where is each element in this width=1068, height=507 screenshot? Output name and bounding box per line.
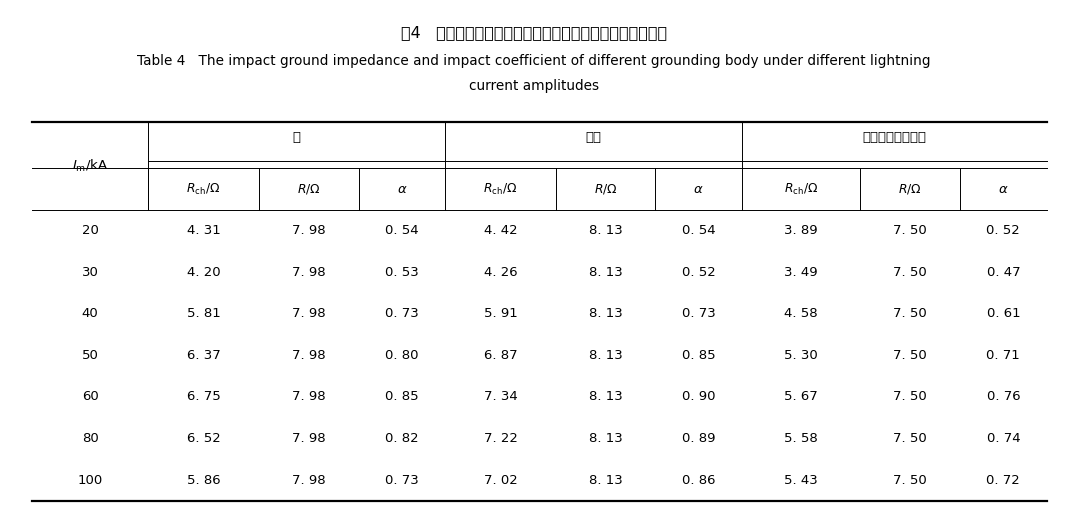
Text: 0. 61: 0. 61	[987, 307, 1020, 320]
Text: 60: 60	[82, 390, 98, 404]
Text: 8. 13: 8. 13	[588, 224, 623, 237]
Text: 0. 72: 0. 72	[987, 474, 1020, 487]
Text: 7. 02: 7. 02	[484, 474, 517, 487]
Text: 0. 86: 0. 86	[682, 474, 716, 487]
Text: 30: 30	[81, 266, 98, 279]
Text: 0. 73: 0. 73	[681, 307, 716, 320]
Text: 5. 67: 5. 67	[784, 390, 818, 404]
Text: 7. 50: 7. 50	[893, 266, 927, 279]
Text: 8. 13: 8. 13	[588, 474, 623, 487]
Text: 3. 49: 3. 49	[784, 266, 818, 279]
Text: 石墨复合接地材料: 石墨复合接地材料	[862, 131, 926, 144]
Text: 0. 71: 0. 71	[987, 349, 1020, 362]
Text: 7. 98: 7. 98	[292, 224, 326, 237]
Text: 0. 89: 0. 89	[682, 432, 716, 445]
Text: 7. 50: 7. 50	[893, 224, 927, 237]
Text: 0. 54: 0. 54	[682, 224, 716, 237]
Text: 4. 31: 4. 31	[187, 224, 220, 237]
Text: $\mathit{R}_{\rm ch}$/$\Omega$: $\mathit{R}_{\rm ch}$/$\Omega$	[784, 182, 818, 197]
Text: 5. 43: 5. 43	[784, 474, 818, 487]
Text: 0. 90: 0. 90	[682, 390, 716, 404]
Text: $\mathit{R}_{\rm ch}$/$\Omega$: $\mathit{R}_{\rm ch}$/$\Omega$	[187, 182, 221, 197]
Text: 8. 13: 8. 13	[588, 432, 623, 445]
Text: 5. 58: 5. 58	[784, 432, 818, 445]
Text: 0. 52: 0. 52	[681, 266, 716, 279]
Text: 80: 80	[82, 432, 98, 445]
Text: $\mathit{I}_{\rm m}$/kA: $\mathit{I}_{\rm m}$/kA	[72, 158, 108, 174]
Text: 6. 37: 6. 37	[187, 349, 220, 362]
Text: 4. 26: 4. 26	[484, 266, 517, 279]
Text: 7. 98: 7. 98	[292, 390, 326, 404]
Text: 7. 50: 7. 50	[893, 349, 927, 362]
Text: 铜: 铜	[293, 131, 301, 144]
Text: 40: 40	[82, 307, 98, 320]
Text: 3. 89: 3. 89	[784, 224, 818, 237]
Text: 0. 73: 0. 73	[384, 307, 419, 320]
Text: 0. 53: 0. 53	[384, 266, 419, 279]
Text: 5. 86: 5. 86	[187, 474, 220, 487]
Text: 8. 13: 8. 13	[588, 390, 623, 404]
Text: 5. 91: 5. 91	[484, 307, 517, 320]
Text: 6. 87: 6. 87	[484, 349, 517, 362]
Text: 7. 50: 7. 50	[893, 432, 927, 445]
Text: Table 4   The impact ground impedance and impact coefficient of different ground: Table 4 The impact ground impedance and …	[138, 54, 930, 68]
Text: 0. 85: 0. 85	[386, 390, 419, 404]
Text: $\mathit{R}_{\rm ch}$/$\Omega$: $\mathit{R}_{\rm ch}$/$\Omega$	[484, 182, 518, 197]
Text: $\mathit{R}$/$\Omega$: $\mathit{R}$/$\Omega$	[297, 182, 320, 196]
Text: $\mathit{R}$/$\Omega$: $\mathit{R}$/$\Omega$	[898, 182, 922, 196]
Text: 圆钉: 圆钉	[585, 131, 601, 144]
Text: 0. 80: 0. 80	[386, 349, 419, 362]
Text: 7. 98: 7. 98	[292, 432, 326, 445]
Text: 5. 30: 5. 30	[784, 349, 818, 362]
Text: 100: 100	[78, 474, 103, 487]
Text: 8. 13: 8. 13	[588, 349, 623, 362]
Text: 0. 54: 0. 54	[386, 224, 419, 237]
Text: 0. 85: 0. 85	[682, 349, 716, 362]
Text: 0. 76: 0. 76	[987, 390, 1020, 404]
Text: 0. 82: 0. 82	[386, 432, 419, 445]
Text: 7. 98: 7. 98	[292, 307, 326, 320]
Text: current amplitudes: current amplitudes	[469, 79, 599, 93]
Text: 20: 20	[81, 224, 98, 237]
Text: 7. 50: 7. 50	[893, 474, 927, 487]
Text: 8. 13: 8. 13	[588, 307, 623, 320]
Text: $\alpha$: $\alpha$	[396, 183, 407, 196]
Text: 表4   不同雷电流幅値下不同接地体冲击接地阻抗及冲击系数: 表4 不同雷电流幅値下不同接地体冲击接地阻抗及冲击系数	[400, 25, 668, 41]
Text: 50: 50	[81, 349, 98, 362]
Text: 0. 52: 0. 52	[987, 224, 1020, 237]
Text: $\alpha$: $\alpha$	[999, 183, 1008, 196]
Text: 6. 52: 6. 52	[187, 432, 220, 445]
Text: 4. 58: 4. 58	[784, 307, 818, 320]
Text: 0. 73: 0. 73	[384, 474, 419, 487]
Text: 7. 98: 7. 98	[292, 474, 326, 487]
Text: 7. 98: 7. 98	[292, 266, 326, 279]
Text: $\alpha$: $\alpha$	[693, 183, 704, 196]
Text: 0. 74: 0. 74	[987, 432, 1020, 445]
Text: 5. 81: 5. 81	[187, 307, 220, 320]
Text: 7. 50: 7. 50	[893, 390, 927, 404]
Text: 7. 22: 7. 22	[484, 432, 517, 445]
Text: 6. 75: 6. 75	[187, 390, 220, 404]
Text: 7. 34: 7. 34	[484, 390, 517, 404]
Text: 7. 50: 7. 50	[893, 307, 927, 320]
Text: 7. 98: 7. 98	[292, 349, 326, 362]
Text: 0. 47: 0. 47	[987, 266, 1020, 279]
Text: $\mathit{R}$/$\Omega$: $\mathit{R}$/$\Omega$	[594, 182, 617, 196]
Text: 4. 20: 4. 20	[187, 266, 220, 279]
Text: 4. 42: 4. 42	[484, 224, 517, 237]
Text: 8. 13: 8. 13	[588, 266, 623, 279]
